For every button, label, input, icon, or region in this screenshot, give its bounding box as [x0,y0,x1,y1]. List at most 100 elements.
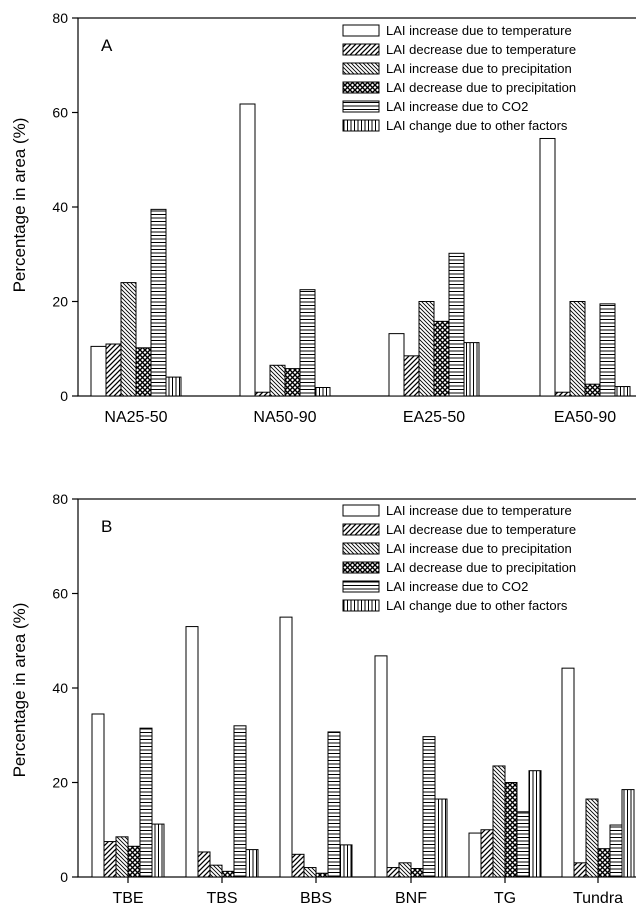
bar [103,841,117,878]
legend-label: LAI change due to other factors [386,598,568,613]
bar [233,725,247,878]
bar [403,355,420,397]
legend-label: LAI decrease due to temperature [386,42,576,57]
axis-layer: 0 20 40 60 80 NA25-50 NA50-90 EA25-50 EA50-90 [52,10,636,426]
bar [516,811,530,878]
bar [299,289,316,397]
bar [165,376,182,397]
bar [221,870,235,878]
bar [279,616,293,878]
bar [621,789,635,878]
legend-swatch [342,62,380,75]
legend-label: LAI increase due to CO2 [386,579,528,594]
x-tick-label: TG [494,890,516,907]
legend-swatch [342,542,380,555]
legend-label: LAI increase due to CO2 [386,99,528,114]
panel-a: Percentage in area (%) A 0 20 40 60 80 NA25-5… [10,10,636,426]
legend-label: LAI decrease due to temperature [386,522,576,537]
bar [239,103,256,397]
y-tick-label: 0 [60,869,68,885]
y-tick-label: 60 [52,105,68,121]
bar [584,383,601,397]
legend-label: LAI increase due to precipitation [386,541,572,556]
bar [433,320,450,397]
bar [468,832,482,878]
legend: LAI increase due to temperature LAI decr… [342,503,576,613]
bar [254,391,271,397]
bar [374,655,388,878]
x-tick-label: EA50-90 [554,409,616,426]
bar [197,851,211,878]
legend-swatch [342,24,380,37]
bar [569,301,586,397]
bar [388,333,405,397]
y-tick-label: 60 [52,586,68,602]
bar [480,829,494,878]
legend-swatch [342,599,380,612]
bar [284,368,301,397]
legend-swatch [342,523,380,536]
bar [386,867,400,878]
bar [539,137,556,397]
legend-swatch [342,561,380,574]
bar [398,862,412,878]
bar [434,798,448,878]
bar [327,731,341,878]
bar [609,824,623,878]
bar [422,736,436,878]
bar [314,386,331,397]
legend-label: LAI decrease due to precipitation [386,560,576,575]
y-tick-label: 80 [52,491,68,507]
bar [585,798,599,878]
bar [115,836,129,878]
bar [410,867,424,878]
bars-layer [90,103,631,397]
bar [561,667,575,878]
legend-swatch [342,43,380,56]
bar [463,342,480,397]
bar [573,862,587,878]
y-axis-label: Percentage in area (%) [10,118,29,293]
x-tick-label: NA25-50 [104,409,167,426]
y-axis-label: Percentage in area (%) [10,603,29,778]
bar [120,282,137,397]
legend-swatch [342,504,380,517]
x-tick-label: EA25-50 [403,409,465,426]
bar [90,345,107,397]
x-tick-label: NA50-90 [253,409,316,426]
x-tick-label: BNF [395,890,427,907]
bar [105,343,122,397]
bar [528,770,542,878]
panel-b: Percentage in area (%) B 0 20 40 60 80 TBE TBS… [10,491,636,907]
bar [303,867,317,878]
y-tick-label: 40 [52,680,68,696]
legend-label: LAI increase due to precipitation [386,61,572,76]
bar [245,849,259,878]
bar [315,872,329,878]
axis-layer: 0 20 40 60 80 TBE TBS BBS BNF TG Tundra [52,491,636,907]
bar [597,848,611,878]
y-tick-label: 40 [52,199,68,215]
legend-label: LAI change due to other factors [386,118,568,133]
bar [91,713,105,878]
bar [150,208,167,397]
y-tick-label: 20 [52,775,68,791]
bar [418,301,435,397]
x-tick-label: BBS [300,890,332,907]
y-tick-label: 0 [60,388,68,404]
y-tick-label: 80 [52,10,68,26]
bar [614,386,631,397]
legend-label: LAI increase due to temperature [386,503,572,518]
bars-layer [91,616,635,878]
legend-swatch [342,100,380,113]
bar [492,765,506,878]
bar [448,252,465,397]
bar [599,303,616,397]
bar [504,782,518,878]
panel-label: B [101,517,112,536]
bar [554,391,571,397]
x-tick-label: TBE [112,890,143,907]
legend-swatch [342,580,380,593]
bar [127,845,141,878]
